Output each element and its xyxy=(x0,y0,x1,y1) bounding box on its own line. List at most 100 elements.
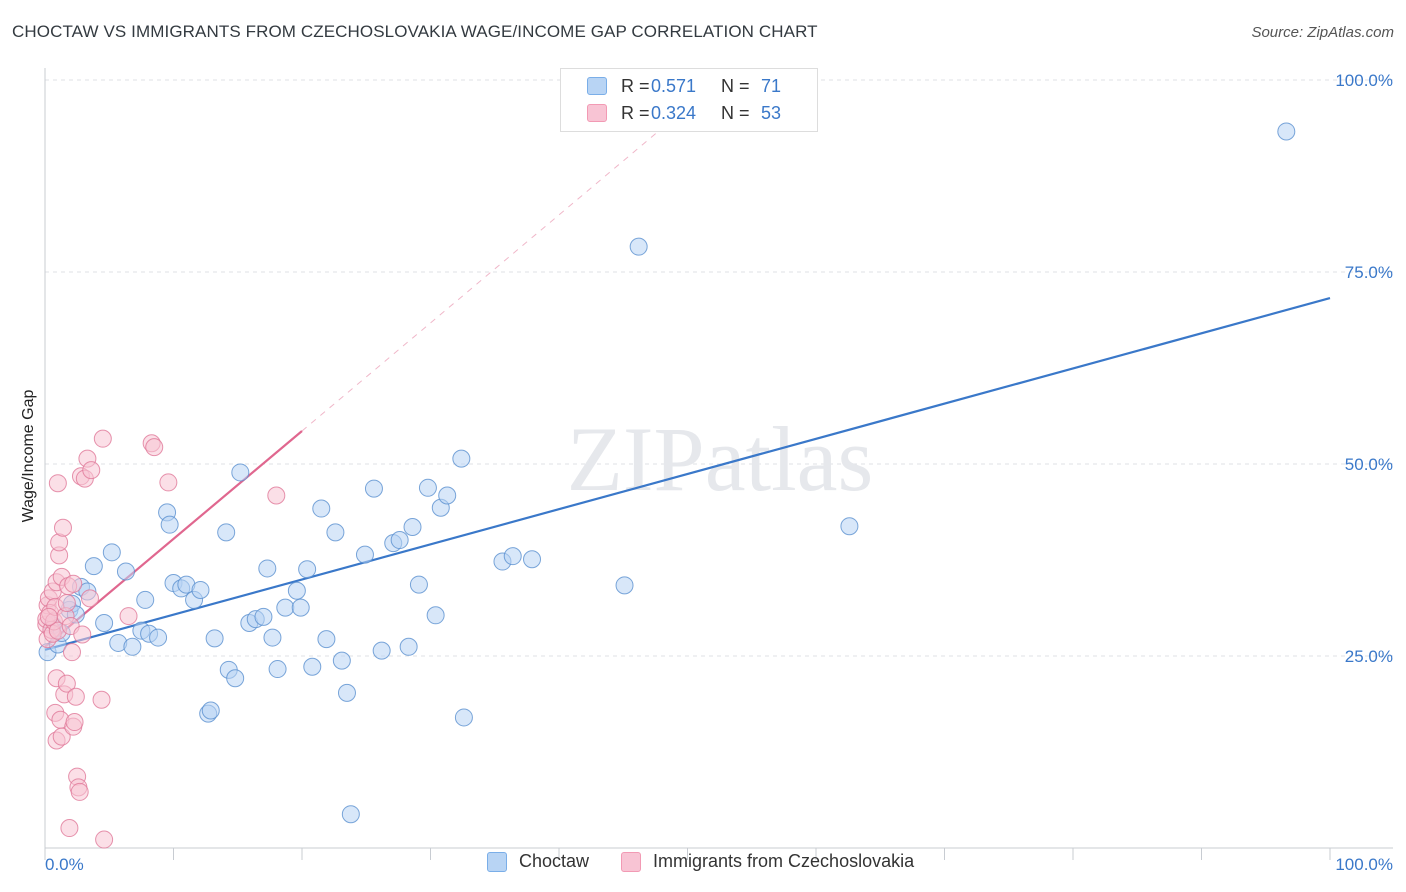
y-tick-label: 75.0% xyxy=(1345,263,1393,282)
point-choctaw[interactable] xyxy=(303,657,322,676)
legend-n-label: N = xyxy=(721,75,750,96)
point-choctaw[interactable] xyxy=(454,708,473,727)
series-swatch-czechoslovakia xyxy=(621,851,642,872)
point-choctaw[interactable] xyxy=(231,463,250,482)
point-choctaw[interactable] xyxy=(840,517,859,536)
point-choctaw[interactable] xyxy=(426,606,445,625)
legend-n-label: N = xyxy=(721,102,750,123)
point-choctaw[interactable] xyxy=(312,499,331,518)
point-choctaw[interactable] xyxy=(341,805,360,824)
legend-n-value: 53 xyxy=(761,102,782,123)
legend-r-value: 0.324 xyxy=(651,102,697,123)
point-choctaw[interactable] xyxy=(452,449,471,468)
x-tick-label-max: 100.0% xyxy=(1335,855,1393,874)
point-czechoslovakia[interactable] xyxy=(53,518,72,537)
point-choctaw[interactable] xyxy=(523,550,542,569)
point-choctaw[interactable] xyxy=(399,637,418,656)
point-czechoslovakia[interactable] xyxy=(62,643,81,662)
point-choctaw[interactable] xyxy=(326,523,345,542)
point-choctaw[interactable] xyxy=(84,557,103,576)
legend-row-choctaw: R = 0.571 N = 71 xyxy=(587,74,781,98)
series-swatch-choctaw xyxy=(487,851,507,872)
point-czechoslovakia[interactable] xyxy=(267,486,286,505)
point-choctaw[interactable] xyxy=(123,637,142,656)
point-choctaw[interactable] xyxy=(403,517,422,536)
legend-n-value: 71 xyxy=(761,75,782,96)
point-czechoslovakia[interactable] xyxy=(70,782,89,801)
series-legend-czechoslovakia[interactable]: Immigrants from Czechoslovakia xyxy=(621,851,914,872)
point-choctaw[interactable] xyxy=(615,576,634,595)
chart-title: CHOCTAW VS IMMIGRANTS FROM CZECHOSLOVAKI… xyxy=(12,22,818,41)
point-czechoslovakia[interactable] xyxy=(57,674,76,693)
point-czechoslovakia[interactable] xyxy=(80,589,99,608)
legend-swatch-choctaw xyxy=(587,77,607,95)
point-czechoslovakia[interactable] xyxy=(52,727,71,746)
point-choctaw[interactable] xyxy=(337,683,356,702)
point-choctaw[interactable] xyxy=(191,580,210,599)
point-czechoslovakia[interactable] xyxy=(65,713,84,732)
data-points xyxy=(37,122,1296,849)
point-choctaw[interactable] xyxy=(136,590,155,609)
series-name-czechoslovakia: Immigrants from Czechoslovakia xyxy=(653,851,915,871)
point-czechoslovakia[interactable] xyxy=(64,574,83,593)
point-choctaw[interactable] xyxy=(95,613,114,632)
point-choctaw[interactable] xyxy=(116,562,135,581)
point-czechoslovakia[interactable] xyxy=(95,830,114,849)
point-choctaw[interactable] xyxy=(291,598,310,617)
point-choctaw[interactable] xyxy=(332,651,351,670)
point-czechoslovakia[interactable] xyxy=(82,461,101,480)
point-choctaw[interactable] xyxy=(258,559,277,578)
point-choctaw[interactable] xyxy=(409,575,428,594)
point-choctaw[interactable] xyxy=(503,547,522,566)
point-choctaw[interactable] xyxy=(390,531,409,550)
axes xyxy=(44,68,1393,860)
y-tick-label: 25.0% xyxy=(1345,647,1393,666)
y-axis-label: Wage/Income Gap xyxy=(20,390,37,523)
point-choctaw[interactable] xyxy=(268,660,287,679)
legend-r-label: R = xyxy=(621,102,650,123)
point-choctaw[interactable] xyxy=(263,628,282,647)
series-name-choctaw: Choctaw xyxy=(519,851,590,871)
point-czechoslovakia[interactable] xyxy=(57,594,76,613)
point-choctaw[interactable] xyxy=(287,581,306,600)
point-choctaw[interactable] xyxy=(254,607,273,626)
point-czechoslovakia[interactable] xyxy=(145,438,164,457)
point-choctaw[interactable] xyxy=(1277,122,1296,141)
point-czechoslovakia[interactable] xyxy=(119,607,138,626)
point-choctaw[interactable] xyxy=(364,479,383,498)
legend-r-label: R = xyxy=(621,75,650,96)
series-legend: Choctaw Immigrants from Czechoslovakia xyxy=(487,851,946,872)
point-choctaw[interactable] xyxy=(372,641,391,660)
point-czechoslovakia[interactable] xyxy=(93,429,112,448)
point-choctaw[interactable] xyxy=(102,543,121,562)
point-choctaw[interactable] xyxy=(629,237,648,256)
y-tick-label: 100.0% xyxy=(1335,71,1393,90)
point-choctaw[interactable] xyxy=(201,701,220,720)
point-czechoslovakia[interactable] xyxy=(39,607,58,626)
trend-lines xyxy=(44,106,1331,651)
point-choctaw[interactable] xyxy=(205,629,224,648)
point-czechoslovakia[interactable] xyxy=(92,690,111,709)
trend-line-czechoslovakia-extrapolated xyxy=(301,106,688,432)
point-choctaw[interactable] xyxy=(217,523,236,542)
legend-row-czechoslovakia: R = 0.324 N = 53 xyxy=(587,101,781,125)
point-choctaw[interactable] xyxy=(149,628,168,647)
point-czechoslovakia[interactable] xyxy=(60,819,79,838)
series-legend-choctaw[interactable]: Choctaw xyxy=(487,851,589,872)
point-choctaw[interactable] xyxy=(276,598,295,617)
point-czechoslovakia[interactable] xyxy=(66,687,85,706)
source-label: Source: ZipAtlas.com xyxy=(1251,24,1394,41)
point-choctaw[interactable] xyxy=(298,560,317,579)
point-choctaw[interactable] xyxy=(317,630,336,649)
point-czechoslovakia[interactable] xyxy=(73,625,92,644)
point-choctaw[interactable] xyxy=(438,486,457,505)
point-choctaw[interactable] xyxy=(160,515,179,534)
point-choctaw[interactable] xyxy=(418,478,437,497)
point-czechoslovakia[interactable] xyxy=(48,474,67,493)
point-choctaw[interactable] xyxy=(355,545,374,564)
point-czechoslovakia[interactable] xyxy=(159,473,178,492)
trend-line-czechoslovakia xyxy=(44,430,303,648)
trend-line-choctaw xyxy=(44,297,1331,651)
point-choctaw[interactable] xyxy=(226,669,245,688)
